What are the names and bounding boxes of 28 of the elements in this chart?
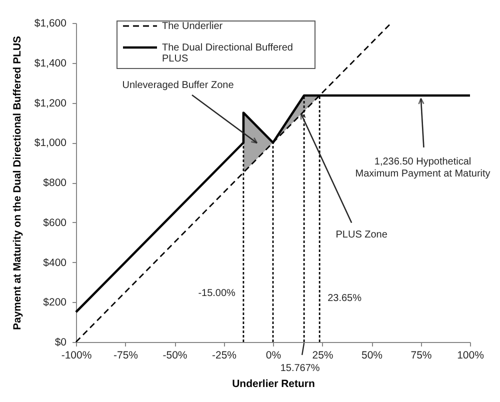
y-tick-label: $600 (43, 216, 67, 229)
x-tick-label: -100% (61, 350, 92, 362)
x-axis-title: Underlier Return (232, 378, 315, 390)
y-tick-label: $800 (43, 177, 67, 189)
y-tick-label: $1,000 (34, 137, 67, 150)
annotation: 1,236.50 Hypothetical Maximum Payment at Maturity (355, 156, 490, 180)
y-tick-label: $200 (43, 296, 67, 309)
x-tick-label: -75% (113, 350, 138, 362)
annotation: Unleveraged Buffer Zone (122, 80, 234, 91)
ref-line-label: 23.65% (328, 293, 362, 304)
y-tick-label: $1,400 (34, 57, 67, 70)
x-tick-label: -50% (162, 350, 188, 362)
y-tick-label: $1,200 (34, 97, 67, 110)
x-tick-label: -25% (212, 350, 237, 362)
x-tick-label: 100% (457, 350, 484, 362)
ref-line-label: -15.00% (198, 288, 236, 299)
annotation: PLUS Zone (336, 230, 388, 241)
legend-label: The Underlier (162, 21, 224, 32)
x-tick-label: 0% (266, 350, 282, 362)
x-tick-label: 75% (410, 350, 432, 362)
y-axis-title: Payment at Maturity on the Dual Directional Buffered PLUS (11, 36, 24, 330)
y-tick-label: $400 (43, 256, 67, 269)
legend-label: The Dual Directional Buffered PLUS (162, 42, 293, 64)
y-tick-label: $0 (54, 336, 67, 348)
ref-line-label: 15.767% (280, 363, 320, 374)
x-tick-label: 50% (361, 350, 383, 362)
y-tick-label: $1,600 (34, 18, 67, 30)
x-tick-label: 25% (312, 350, 334, 362)
